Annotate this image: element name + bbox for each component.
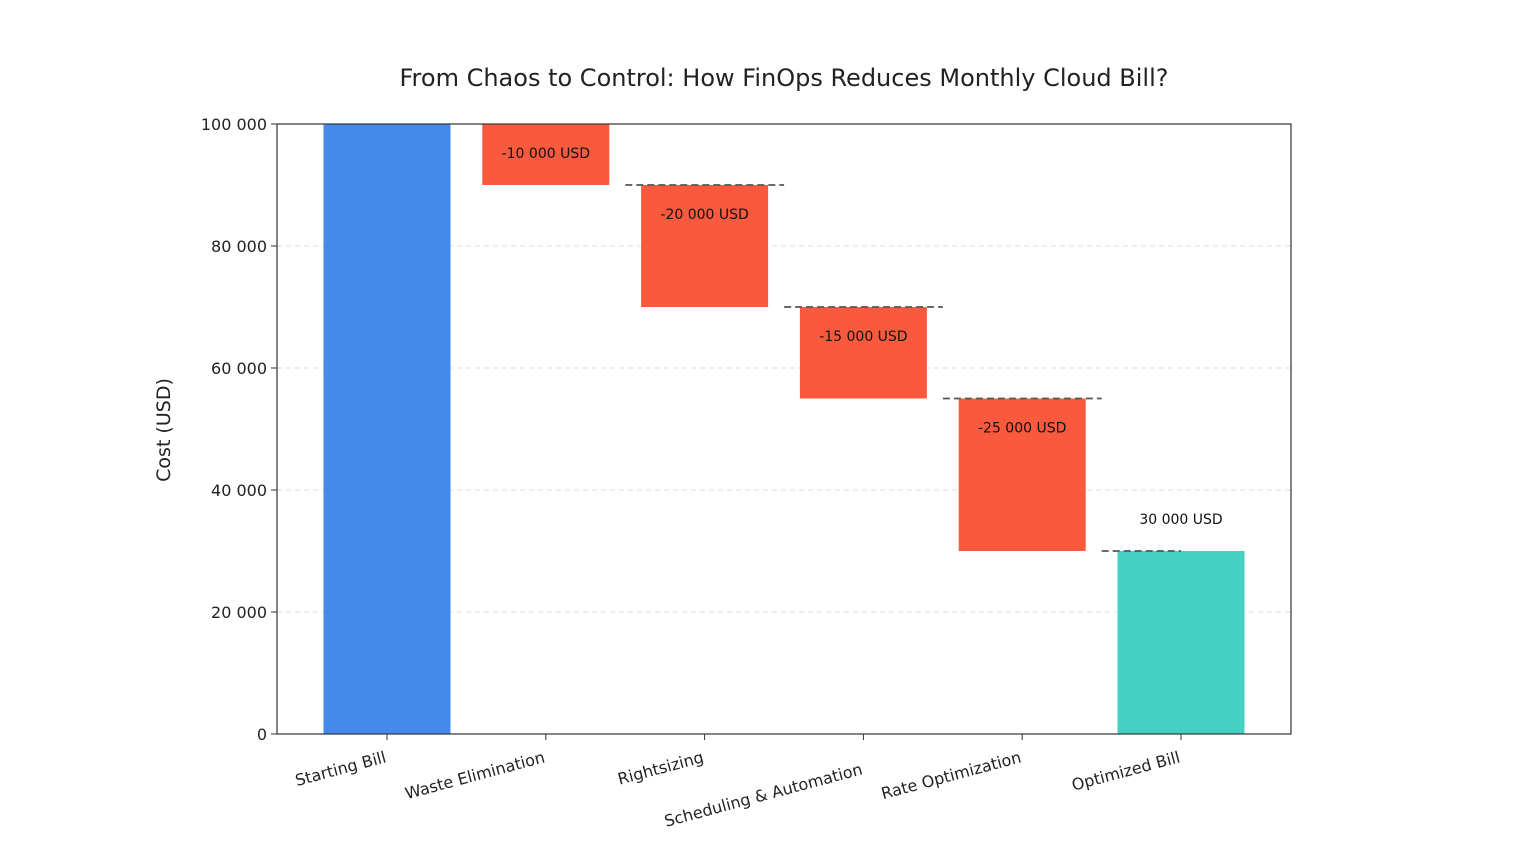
x-tick-label: Optimized Bill [1070, 748, 1182, 795]
data-label: 30 000 USD [1139, 512, 1222, 528]
y-tick-label: 80 000 [211, 237, 267, 256]
x-tick-label: Rate Optimization [879, 748, 1023, 804]
data-label: -25 000 USD [978, 421, 1066, 437]
x-tick-label: Waste Elimination [403, 748, 547, 804]
data-label: -20 000 USD [660, 207, 748, 223]
y-tick-label: 100 000 [201, 115, 267, 134]
bars [323, 124, 1245, 734]
data-labels: -10 000 USD -20 000 USD -15 000 USD -25 000… [502, 146, 1223, 528]
y-axis-ticks: 0 20 000 40 000 60 000 80 000 100 000 [201, 115, 277, 744]
y-tick-label: 60 000 [211, 359, 267, 378]
data-label: -15 000 USD [819, 329, 907, 345]
bar-3 [641, 185, 769, 307]
x-tick-label: Scheduling & Automation [662, 760, 864, 831]
chart-title: From Chaos to Control: How FinOps Reduce… [400, 64, 1169, 92]
connectors [625, 184, 1181, 552]
data-label: -10 000 USD [502, 146, 590, 162]
bar-4 [799, 307, 927, 399]
plot-frame [276, 123, 1292, 735]
grid-lines [277, 245, 1291, 613]
bar-2 [482, 124, 610, 185]
bar-6 [1117, 551, 1245, 734]
y-tick-label: 20 000 [211, 603, 267, 622]
y-axis-label: Cost (USD) [153, 378, 175, 482]
bar-1 [323, 124, 451, 734]
bar-5 [958, 398, 1086, 551]
y-tick-label: 0 [257, 725, 267, 744]
x-tick-label: Starting Bill [293, 748, 388, 790]
y-tick-label: 40 000 [211, 481, 267, 500]
x-tick-label: Rightsizing [616, 748, 706, 789]
x-axis-ticks: Starting Bill Waste Elimination Rightsizin… [293, 734, 1182, 831]
